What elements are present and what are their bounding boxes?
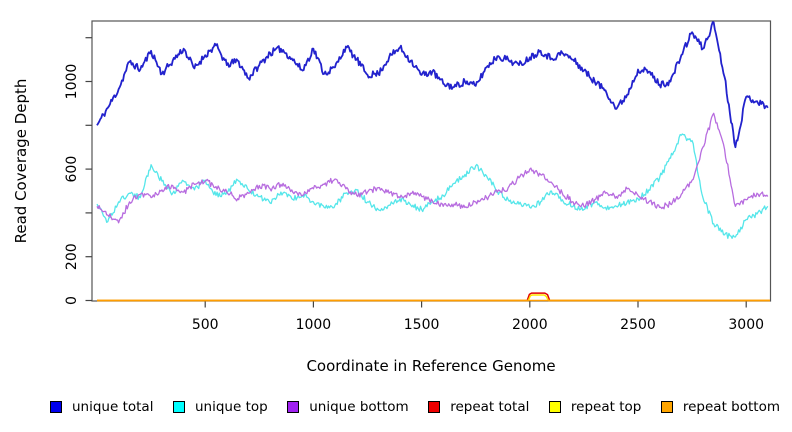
legend-swatch-unique-top <box>173 401 185 413</box>
y-tick-label: 1000 <box>64 64 80 100</box>
series-line-repeat-top <box>97 294 770 302</box>
y-axis-ticks: 0 200 600 1000 <box>64 37 92 305</box>
legend-label: repeat total <box>450 399 530 415</box>
legend-item-unique-total: unique total <box>50 399 153 415</box>
series-line-unique-total <box>96 21 769 149</box>
coverage-chart: 0 200 600 1000 500 1000 1500 2000 2500 3000 Coor… <box>12 20 772 375</box>
legend-item-unique-top: unique top <box>173 399 268 415</box>
legend: unique total unique top unique bottom repea… <box>0 394 792 420</box>
series-line-repeat-total <box>97 292 770 302</box>
legend-item-repeat-top: repeat top <box>548 399 642 415</box>
x-tick-label: 3000 <box>728 317 764 333</box>
series-lines <box>96 21 770 302</box>
legend-swatch-unique-bottom <box>287 401 300 413</box>
x-tick-label: 500 <box>192 317 219 333</box>
legend-label: repeat top <box>570 399 642 415</box>
legend-swatch-unique-total <box>50 401 62 413</box>
y-tick-label: 0 <box>64 296 80 305</box>
series-line-unique-bottom <box>96 112 769 224</box>
x-tick-label: 1000 <box>296 317 332 333</box>
legend-swatch-repeat-bottom <box>660 401 673 413</box>
legend-label: repeat bottom <box>682 399 780 415</box>
y-tick-label: 600 <box>64 156 80 183</box>
y-tick-label: 200 <box>64 243 80 270</box>
legend-swatch-repeat-top <box>548 401 561 413</box>
x-tick-label: 1500 <box>404 317 440 333</box>
legend-label: unique top <box>195 399 268 415</box>
y-axis-title: Read Coverage Depth <box>12 79 30 244</box>
series-line-unique-top <box>96 133 769 239</box>
legend-item-repeat-bottom: repeat bottom <box>660 399 780 415</box>
x-tick-label: 2000 <box>512 317 548 333</box>
x-axis-ticks: 500 1000 1500 2000 2500 3000 <box>192 301 764 333</box>
legend-item-repeat-total: repeat total <box>428 399 529 415</box>
legend-label: unique total <box>72 399 154 415</box>
x-axis-title: Coordinate in Reference Genome <box>306 357 555 375</box>
legend-swatch-repeat-total <box>428 401 441 413</box>
legend-item-unique-bottom: unique bottom <box>287 399 409 415</box>
legend-label: unique bottom <box>309 399 409 415</box>
x-tick-label: 2500 <box>620 317 656 333</box>
